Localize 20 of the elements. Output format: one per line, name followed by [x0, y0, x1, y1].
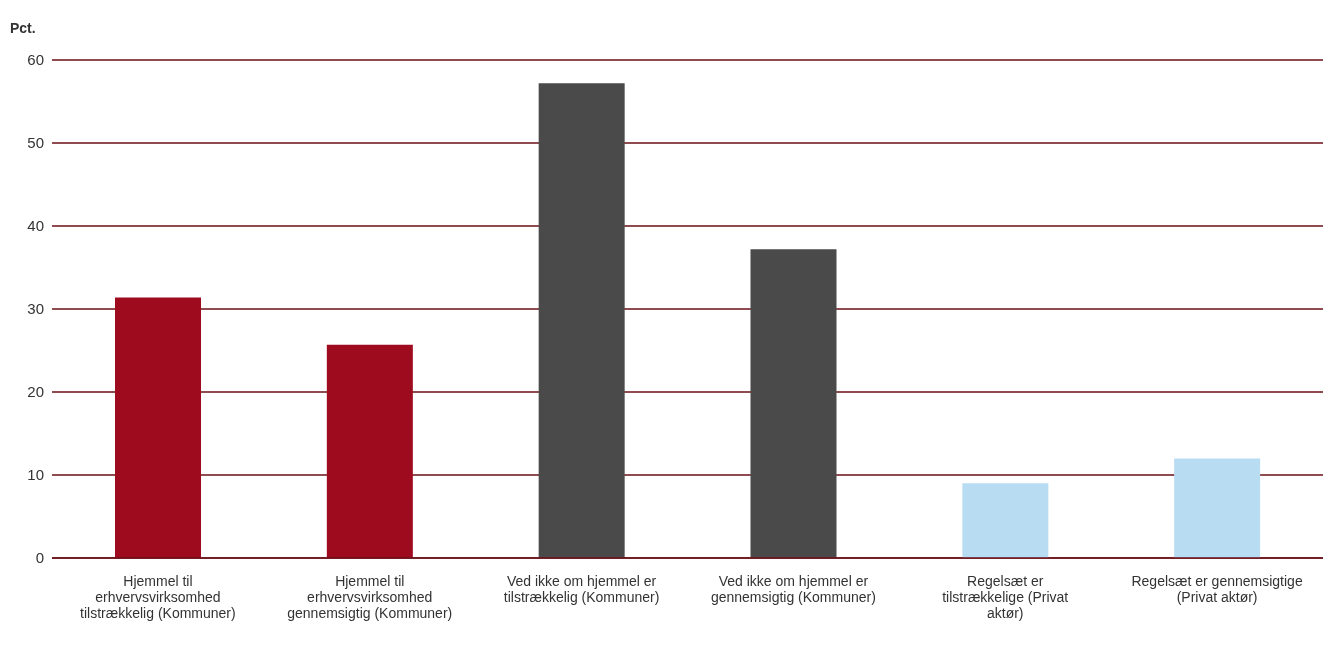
x-tick-label: Regelsæt er gennemsigtige (Privat aktør)	[1131, 573, 1303, 605]
y-tick-label: 20	[27, 383, 44, 401]
y-tick-label: 40	[27, 217, 44, 235]
bar	[962, 483, 1049, 558]
y-tick-label: 30	[27, 300, 44, 318]
x-tick-label: Ved ikke om hjemmel er gennemsigtig (Kommuner)	[710, 573, 876, 605]
y-tick-label: 10	[27, 466, 44, 484]
y-axis-title: Pct.	[10, 20, 36, 36]
bar	[750, 249, 837, 558]
y-tick-label: 50	[27, 134, 44, 152]
bar	[115, 297, 201, 558]
y-tick-label: 0	[35, 549, 44, 567]
bar	[1174, 458, 1261, 558]
x-tick-label: Hjemmel til erhvervsvirksomhed gennemsigtig (Kommuner)	[287, 573, 453, 621]
x-tick-label: Regelsæt er tilstrækkelige (Privat aktør)	[942, 573, 1069, 621]
x-tick-label: Ved ikke om hjemmel er tilstrækkelig (Kommuner)	[503, 573, 660, 605]
x-tick-label: Hjemmel til erhvervsvirksomhed tilstrækkelig (Kommuner)	[80, 573, 236, 621]
bar	[326, 344, 413, 558]
y-tick-label: 60	[27, 51, 44, 69]
bar	[538, 83, 625, 558]
